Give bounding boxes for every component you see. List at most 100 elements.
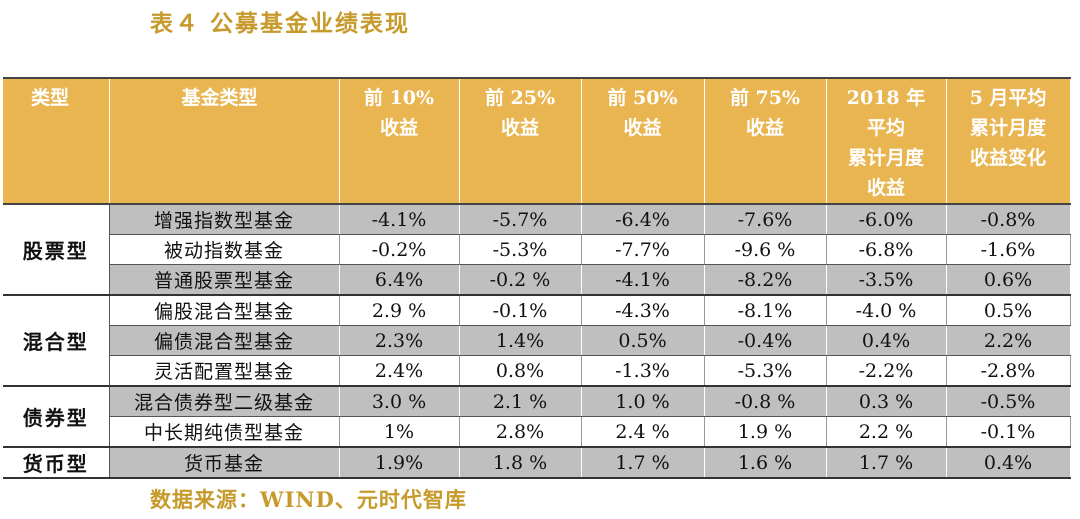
value-cell: 6.4% <box>339 264 460 296</box>
column-header-line: 收益 <box>379 117 418 139</box>
value-cell: 0.5% <box>581 325 705 356</box>
value-cell: -6.8% <box>826 234 947 265</box>
column-header-line: 前 10% <box>363 87 435 109</box>
fund-type-cell: 被动指数基金 <box>109 234 340 265</box>
value-cell: -4.1% <box>339 204 460 235</box>
fund-type-cell: 灵活配置型基金 <box>109 355 340 387</box>
category-cell: 股票型 <box>3 204 110 296</box>
value-cell: 0.4% <box>946 447 1071 479</box>
category-cell: 混合型 <box>3 295 110 387</box>
fund-type-cell: 偏债混合型基金 <box>109 325 340 356</box>
column-header-line: 收益 <box>500 117 539 139</box>
value-cell: 3.0 % <box>339 386 460 417</box>
value-cell: -5.7% <box>459 204 582 235</box>
header-row: 类型 基金类型前 10% 收益前 25% 收益前 50% 收益前 75% 收益 2018 年… <box>3 77 1071 205</box>
table-row: 偏债混合型基金 2.3% 1.4% 0.5% -0.4% 0.4% 2.2% <box>3 325 1071 356</box>
fund-type-cell: 混合债券型二级基金 <box>109 386 340 417</box>
value-cell: -6.0% <box>826 204 947 235</box>
table-row: 被动指数基金 -0.2% -5.3% -7.7% -9.6 % -6.8% -1.6% <box>3 234 1071 265</box>
category-cell: 债券型 <box>3 386 110 448</box>
fund-type-cell: 普通股票型基金 <box>109 264 340 296</box>
value-cell: -9.6 % <box>704 234 827 265</box>
value-cell: 2.4% <box>339 355 460 387</box>
value-cell: 0.8% <box>459 355 582 387</box>
value-cell: -4.1% <box>581 264 705 296</box>
column-header-line: 平均 <box>866 117 905 139</box>
value-cell: -4.0 % <box>826 295 947 326</box>
column-header-line: 收益 <box>745 117 784 139</box>
column-header-5: 前 75% 收益 <box>704 77 827 205</box>
value-cell: 2.4 % <box>581 416 705 448</box>
value-cell: 2.2 % <box>826 416 947 448</box>
column-header-line: 前 50% <box>607 87 678 109</box>
value-cell: 1.6 % <box>704 447 827 479</box>
value-cell: -1.6% <box>946 234 1071 265</box>
column-header-line: 基金类型 <box>181 87 258 109</box>
value-cell: -8.1% <box>704 295 827 326</box>
value-cell: -0.5% <box>946 386 1071 417</box>
value-cell: -1.3% <box>581 355 705 387</box>
value-cell: 1.8 % <box>459 447 582 479</box>
column-header-4: 前 50% 收益 <box>581 77 705 205</box>
fund-type-cell: 中长期纯债型基金 <box>109 416 340 448</box>
column-header-line: 5 月平均 <box>969 87 1047 109</box>
value-cell: 1.9% <box>339 447 460 479</box>
value-cell: -7.6% <box>704 204 827 235</box>
value-cell: -7.7% <box>581 234 705 265</box>
table-row: 混合型 偏股混合型基金 2.9 % -0.1% -4.3% -8.1% -4.0 % 0.5% <box>3 295 1071 387</box>
column-header-line: 累计月度 <box>847 147 924 169</box>
value-cell: -5.3% <box>704 355 827 387</box>
table-row: 股票型 增强指数型基金 -4.1% -5.7% -6.4% -7.6% -6.0% -0.8% <box>3 204 1071 296</box>
column-header-7: 5 月平均 累计月度 收益变化 <box>946 77 1071 205</box>
value-cell: -0.8 % <box>704 386 827 417</box>
fund-type-cell: 货币基金 <box>109 447 340 479</box>
value-cell: 2.8% <box>459 416 582 448</box>
column-header-6: 2018 年平均累计月度收益 <box>826 77 947 205</box>
value-cell: 2.2% <box>946 325 1071 356</box>
column-header-line: 收益变化 <box>969 147 1046 169</box>
value-cell: 1.0 % <box>581 386 705 417</box>
column-header-0: 类型 <box>3 77 110 205</box>
column-header-line: 前 75% <box>729 87 801 109</box>
value-cell: -6.4% <box>581 204 705 235</box>
table-title: 表４ 公募基金业绩表现 <box>150 10 411 37</box>
column-header-line: 收益 <box>866 177 905 199</box>
data-source: 数据来源：WIND、元时代智库 <box>150 487 467 512</box>
value-cell: -8.2% <box>704 264 827 296</box>
column-header-line: 2018 年 <box>846 87 926 109</box>
value-cell: 1% <box>339 416 460 448</box>
category-cell: 货币型 <box>3 447 110 479</box>
value-cell: 1.7 % <box>581 447 705 479</box>
fund-type-cell: 增强指数型基金 <box>109 204 340 235</box>
value-cell: -5.3% <box>459 234 582 265</box>
value-cell: -0.1% <box>946 416 1071 448</box>
value-cell: 2.3% <box>339 325 460 356</box>
fund-performance-table: 类型 基金类型前 10% 收益前 25% 收益前 50% 收益前 75% 收益 2018 年… <box>3 77 1071 479</box>
column-header-line: 收益 <box>623 117 662 139</box>
value-cell: -2.8% <box>946 355 1071 387</box>
table-row: 债券型 混合债券型二级基金 3.0 % 2.1 % 1.0 % -0.8 % 0.3 % -0… <box>3 386 1071 448</box>
value-cell: -0.1% <box>459 295 582 326</box>
table-row: 普通股票型基金 6.4% -0.2 % -4.1% -8.2% -3.5% 0.6% <box>3 264 1071 296</box>
column-header-1: 基金类型 <box>109 77 340 205</box>
value-cell: -3.5% <box>826 264 947 296</box>
column-header-2: 前 10% 收益 <box>339 77 460 205</box>
value-cell: 1.7 % <box>826 447 947 479</box>
column-header-line: 前 25% <box>484 87 556 109</box>
column-header-line: 类型 <box>31 87 70 109</box>
value-cell: -0.4% <box>704 325 827 356</box>
value-cell: -0.8% <box>946 204 1071 235</box>
value-cell: 2.9 % <box>339 295 460 326</box>
value-cell: 0.3 % <box>826 386 947 417</box>
value-cell: 0.5% <box>946 295 1071 326</box>
column-header-3: 前 25% 收益 <box>459 77 582 205</box>
value-cell: -2.2% <box>826 355 947 387</box>
value-cell: 0.4% <box>826 325 947 356</box>
table-row: 中长期纯债型基金 1% 2.8% 2.4 % 1.9 % 2.2 % -0.1% <box>3 416 1071 448</box>
value-cell: 1.4% <box>459 325 582 356</box>
value-cell: -4.3% <box>581 295 705 326</box>
value-cell: -0.2% <box>339 234 460 265</box>
table-body: 股票型 增强指数型基金 -4.1% -5.7% -6.4% -7.6% -6.0% -0.8%… <box>3 204 1071 479</box>
value-cell: 0.6% <box>946 264 1071 296</box>
value-cell: 2.1 % <box>459 386 582 417</box>
